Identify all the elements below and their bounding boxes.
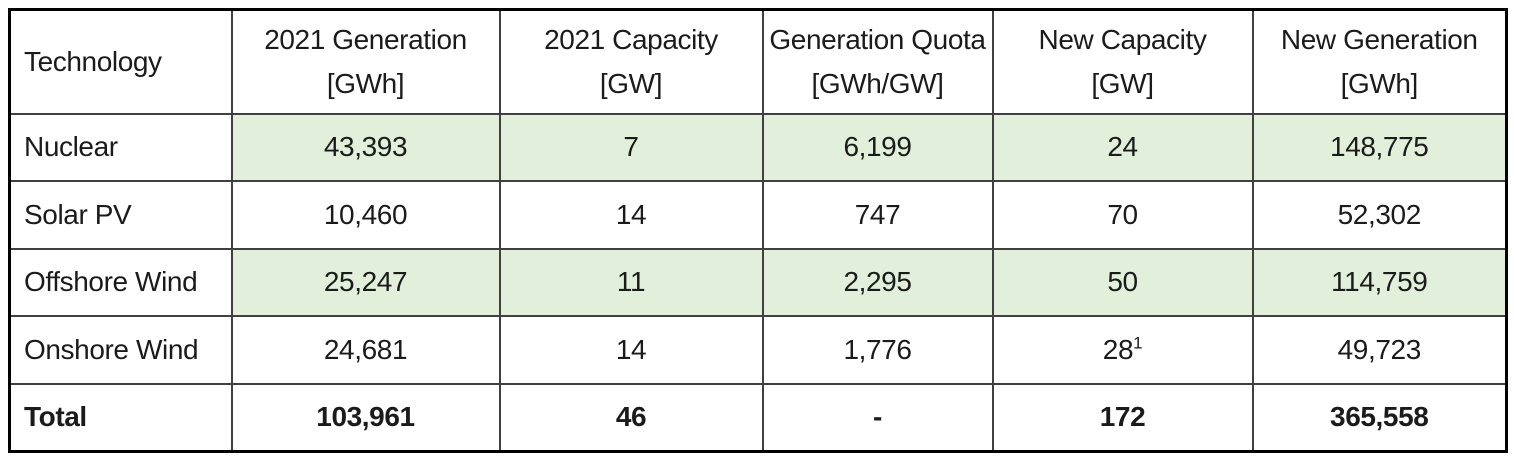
header-unit: [GWh]	[1340, 67, 1419, 99]
header-generation-quota: Generation Quota [GWh/GW]	[761, 8, 994, 115]
header-technology: Technology	[8, 8, 233, 115]
technology-comparison-table: Technology 2021 Generation [GWh] 2021 Ca…	[8, 8, 1508, 453]
cell-new-generation: 148,775	[1251, 112, 1508, 183]
cell-new-generation: 365,558	[1251, 382, 1508, 453]
cell-generation-2021: 103,961	[230, 382, 501, 453]
cell-generation-2021: 25,247	[230, 247, 501, 318]
cell-generation-quota: 747	[761, 180, 994, 250]
cell-generation-quota: 2,295	[761, 247, 994, 318]
cell-capacity-2021: 11	[498, 247, 764, 318]
cell-generation-2021: 24,681	[230, 315, 501, 385]
header-unit: [GW]	[1091, 67, 1154, 99]
header-label: 2021 Generation	[264, 24, 467, 56]
table-row: Onshore Wind 24,681 14 1,776 281 49,723	[8, 315, 1508, 385]
cell-new-capacity: 70	[991, 180, 1254, 250]
table-row: Nuclear 43,393 7 6,199 24 148,775	[8, 112, 1508, 183]
cell-technology: Solar PV	[8, 180, 233, 250]
footnote-marker: 1	[1133, 333, 1143, 353]
header-new-capacity: New Capacity [GW]	[991, 8, 1254, 115]
cell-capacity-2021: 14	[498, 315, 764, 385]
header-label: New Capacity	[1038, 24, 1207, 56]
header-unit: [GWh/GW]	[811, 67, 944, 99]
cell-technology: Onshore Wind	[8, 315, 233, 385]
cell-new-capacity: 281	[991, 315, 1254, 385]
cell-new-capacity: 24	[991, 112, 1254, 183]
cell-new-generation: 52,302	[1251, 180, 1508, 250]
cell-generation-quota: 1,776	[761, 315, 994, 385]
cell-generation-quota: -	[761, 382, 994, 453]
cell-new-generation: 49,723	[1251, 315, 1508, 385]
cell-generation-2021: 10,460	[230, 180, 501, 250]
cell-new-capacity: 50	[991, 247, 1254, 318]
cell-new-generation: 114,759	[1251, 247, 1508, 318]
new-capacity-value: 50	[1107, 266, 1138, 298]
new-capacity-value: 24	[1107, 131, 1138, 163]
header-label: New Generation	[1280, 24, 1478, 56]
cell-technology: Nuclear	[8, 112, 233, 183]
header-label: Generation Quota	[769, 24, 986, 56]
cell-capacity-2021: 7	[498, 112, 764, 183]
table-row: Offshore Wind 25,247 11 2,295 50 114,759	[8, 247, 1508, 318]
header-new-generation: New Generation [GWh]	[1251, 8, 1508, 115]
cell-technology: Total	[8, 382, 233, 453]
header-unit: [GW]	[599, 67, 663, 99]
cell-capacity-2021: 46	[498, 382, 764, 453]
cell-capacity-2021: 14	[498, 180, 764, 250]
cell-generation-2021: 43,393	[230, 112, 501, 183]
header-generation-2021: 2021 Generation [GWh]	[230, 8, 501, 115]
header-row: Technology 2021 Generation [GWh] 2021 Ca…	[8, 8, 1508, 115]
new-capacity-value: 172	[1099, 401, 1146, 433]
cell-generation-quota: 6,199	[761, 112, 994, 183]
header-unit: [GWh]	[326, 67, 405, 99]
table-row-total: Total 103,961 46 - 172 365,558	[8, 382, 1508, 453]
table-row: Solar PV 10,460 14 747 70 52,302	[8, 180, 1508, 250]
header-label: 2021 Capacity	[544, 24, 718, 56]
new-capacity-value: 70	[1107, 198, 1138, 230]
header-capacity-2021: 2021 Capacity [GW]	[498, 8, 764, 115]
cell-new-capacity: 172	[991, 382, 1254, 453]
table: Technology 2021 Generation [GWh] 2021 Ca…	[8, 8, 1508, 453]
header-label: Technology	[24, 46, 162, 78]
new-capacity-value: 28	[1102, 334, 1134, 366]
cell-technology: Offshore Wind	[8, 247, 233, 318]
